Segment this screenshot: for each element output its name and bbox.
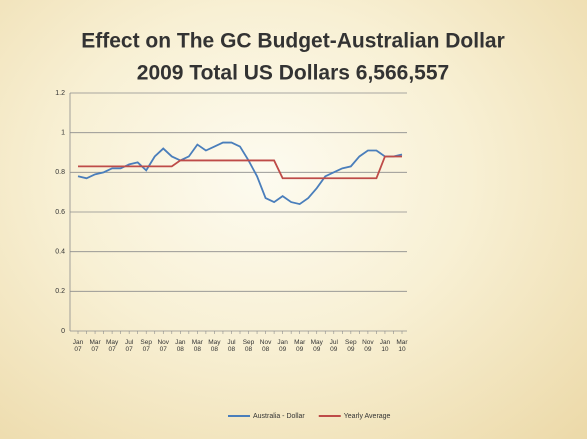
y-tick-label: 1.2 [55, 90, 65, 97]
x-tick-label: Jan 09 [277, 339, 288, 353]
legend-label: Yearly Average [344, 413, 391, 420]
chart-subtitle: 2009 Total US Dollars 6,566,557 [137, 62, 449, 85]
chart-title: Effect on The GC Budget-Australian Dolla… [81, 30, 505, 53]
x-tick-label: Mar 08 [191, 339, 203, 353]
x-tick-label: Mar 09 [294, 339, 306, 353]
legend-label: Australia - Dollar [253, 413, 305, 420]
x-tick-label: Mar 07 [89, 339, 101, 353]
x-tick-label: Jan 08 [175, 339, 186, 353]
x-tick-label: Jan 07 [72, 339, 84, 353]
x-tick-label: May 08 [208, 339, 221, 353]
series-line [77, 141, 403, 206]
x-tick-label: Sep 07 [140, 339, 152, 353]
y-tick-label: 0.4 [55, 249, 65, 256]
x-tick-label: Sep 08 [242, 339, 255, 353]
x-tick-label: Jan 10 [379, 339, 391, 353]
x-tick-label: Nov 09 [362, 339, 374, 353]
x-tick-label: Mar 10 [396, 339, 408, 353]
x-tick-label: May 09 [310, 339, 323, 353]
x-tick-label: Jul 09 [329, 339, 338, 353]
x-tick-label: Jul 08 [227, 339, 236, 353]
x-tick-label: Nov 07 [157, 339, 170, 353]
y-tick-label: 1 [61, 130, 65, 137]
y-tick-label: 0.6 [55, 209, 65, 216]
series-line [78, 155, 402, 180]
x-tick-label: Jul 07 [125, 339, 134, 353]
x-tick-label: Nov 08 [259, 339, 272, 353]
x-tick-label: May 07 [105, 339, 119, 353]
x-tick-label: Sep 09 [345, 339, 357, 353]
y-tick-label: 0.8 [55, 169, 65, 176]
y-tick-label: 0 [61, 328, 65, 335]
y-tick-label: 0.2 [55, 288, 65, 295]
